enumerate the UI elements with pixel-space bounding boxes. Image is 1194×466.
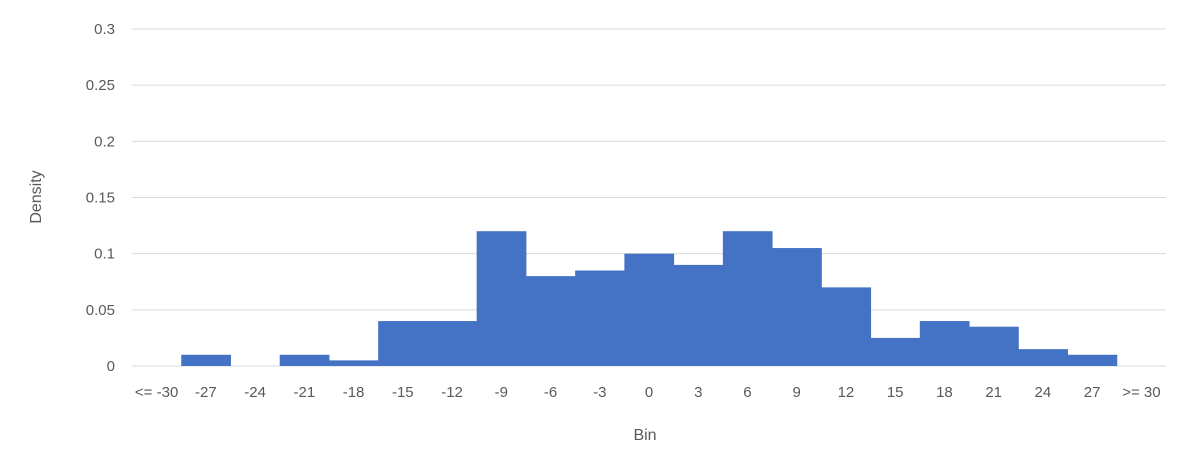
x-tick-label: -6	[544, 384, 557, 401]
histogram-bar	[181, 354, 231, 366]
x-tick-label: 27	[1084, 384, 1101, 401]
x-tick-label: 0	[645, 384, 653, 401]
x-tick-label: 21	[985, 384, 1002, 401]
histogram-bar	[279, 354, 330, 366]
y-axis-title: Density	[28, 170, 45, 223]
x-tick-label: 24	[1035, 384, 1052, 401]
x-tick-label: 18	[936, 384, 953, 401]
x-tick-label: -15	[392, 384, 414, 401]
y-tick-labels: 0 0.05 0.1 0.15 0.2 0.25 0.3	[86, 21, 115, 375]
histogram-bar	[772, 248, 822, 366]
histogram-bar	[476, 231, 527, 366]
histogram-bar	[919, 321, 970, 366]
x-tick-label: 3	[694, 384, 702, 401]
x-tick-label: >= 30	[1122, 384, 1160, 401]
x-tick-label: -18	[343, 384, 365, 401]
bars	[181, 231, 1118, 366]
histogram-bar	[722, 231, 773, 366]
histogram-bar	[969, 326, 1019, 366]
y-tick-label: 0.1	[94, 246, 115, 263]
x-tick-label: -21	[293, 384, 315, 401]
x-tick-label: <= -30	[135, 384, 178, 401]
x-tick-label: 6	[743, 384, 751, 401]
x-axis-title: Bin	[633, 427, 656, 444]
y-tick-label: 0.15	[86, 190, 115, 207]
histogram-bar	[673, 264, 724, 366]
x-tick-label: -3	[593, 384, 606, 401]
histogram-bar	[525, 276, 576, 366]
histogram-bar	[575, 270, 625, 366]
histogram-bar	[427, 321, 478, 366]
y-tick-label: 0.05	[86, 302, 115, 319]
y-tick-label: 0.2	[94, 133, 115, 150]
x-tick-label: -24	[244, 384, 266, 401]
histogram-bar	[870, 337, 921, 366]
histogram-bar	[1018, 349, 1069, 366]
histogram-bar	[378, 321, 428, 366]
x-tick-labels: <= -30 -27 -24 -21 -18 -15 -12 -9 -6 -3 0 3 6 9 12 15 18…	[135, 384, 1161, 401]
x-tick-label: 9	[793, 384, 801, 401]
x-tick-label: 15	[887, 384, 904, 401]
histogram-bar	[821, 287, 872, 366]
y-tick-label: 0.25	[86, 77, 115, 94]
histogram-bar	[328, 360, 379, 366]
y-tick-label: 0	[107, 358, 115, 375]
y-tick-label: 0.3	[94, 21, 115, 38]
x-tick-label: -27	[195, 384, 217, 401]
x-tick-label: -9	[495, 384, 508, 401]
x-tick-label: -12	[441, 384, 463, 401]
histogram-bar	[1067, 354, 1118, 366]
x-tick-label: 12	[838, 384, 855, 401]
histogram-bar	[624, 253, 675, 366]
